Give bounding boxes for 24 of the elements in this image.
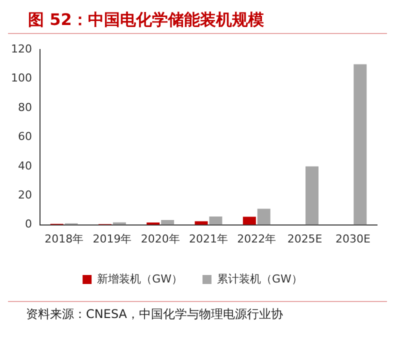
legend-label: 累计装机（GW） bbox=[217, 272, 302, 286]
x-tick-label: 2020年 bbox=[140, 232, 180, 246]
legend-label: 新增装机（GW） bbox=[97, 272, 183, 286]
y-tick-label: 80 bbox=[18, 100, 32, 114]
x-tick-label: 2030E bbox=[335, 232, 370, 246]
y-tick-label: 0 bbox=[24, 218, 32, 231]
bar bbox=[242, 216, 256, 225]
x-tick-label: 2021年 bbox=[189, 232, 228, 246]
x-tick-label: 2018年 bbox=[44, 232, 84, 246]
y-tick-label: 120 bbox=[10, 42, 32, 56]
x-tick-label: 2022年 bbox=[237, 232, 276, 246]
y-tick-label: 20 bbox=[18, 188, 32, 202]
x-tick-label: 2019年 bbox=[92, 232, 132, 246]
x-tick-label: 2025E bbox=[287, 232, 322, 246]
y-tick-label: 60 bbox=[18, 130, 32, 144]
bar bbox=[306, 166, 319, 225]
bar bbox=[209, 216, 222, 225]
bar bbox=[161, 220, 174, 225]
bar bbox=[257, 208, 270, 225]
y-tick-label: 40 bbox=[18, 159, 32, 172]
text: 资料来源：CNESA，中国化学与物理电源行业协 bbox=[25, 306, 284, 323]
bar bbox=[354, 64, 367, 225]
y-tick-label: 100 bbox=[10, 72, 32, 85]
chart-title: 图 52：中国电化学储能装机规模 bbox=[27, 9, 265, 31]
